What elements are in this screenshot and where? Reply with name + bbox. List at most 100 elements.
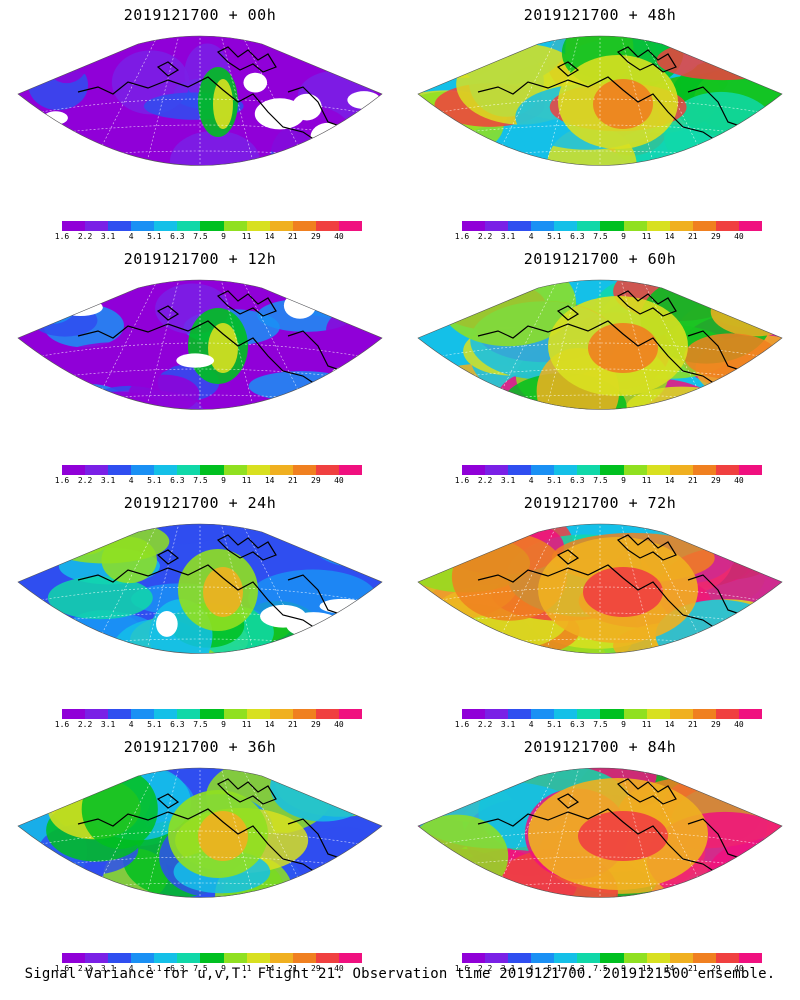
- legend-label: 5.1: [147, 232, 162, 241]
- legend-swatch: [692, 465, 716, 475]
- legend-label: 29: [311, 720, 321, 729]
- legend-label: 40: [334, 964, 344, 973]
- legend-swatch: [669, 465, 693, 475]
- legend-label: 7.5: [193, 720, 208, 729]
- legend-swatch: [200, 709, 224, 719]
- legend-swatch: [462, 465, 486, 475]
- legend-swatch: [508, 465, 532, 475]
- legend-label: 14: [664, 964, 675, 973]
- legend-label: 21: [287, 232, 298, 241]
- legend-swatch: [154, 953, 178, 963]
- panel-title: 2019121700 + 00h: [123, 6, 277, 24]
- legend-swatch: [623, 221, 647, 231]
- panel-title: 2019121700 + 84h: [523, 738, 677, 756]
- legend-swatch: [315, 465, 339, 475]
- legend-swatch: [462, 221, 486, 231]
- legend-swatch: [715, 953, 739, 963]
- legend-swatch: [223, 221, 247, 231]
- legend-label: 11: [241, 964, 252, 973]
- legend-label: 3.1: [500, 720, 516, 729]
- legend-label: 14: [264, 476, 275, 485]
- legend-swatch: [531, 221, 555, 231]
- legend-swatch: [85, 709, 109, 719]
- legend-swatch: [669, 709, 693, 719]
- legend-swatch: [108, 465, 132, 475]
- legend-label: 11: [641, 476, 652, 485]
- forecast-panel: 2019121700 + 48h 1.6 2.2 3.1 4 5.1 6.3 7.5 9 11 14…: [400, 0, 800, 241]
- variance-map: [417, 279, 783, 410]
- legend-label: 5.1: [147, 720, 162, 729]
- legend-swatch: [315, 709, 339, 719]
- legend-label: 21: [287, 476, 298, 485]
- legend-label: 9: [621, 964, 626, 973]
- legend-swatch: [485, 709, 509, 719]
- legend-swatch: [62, 709, 86, 719]
- legend-label: 21: [687, 476, 698, 485]
- legend-label: 6.3: [170, 720, 185, 729]
- legend-swatch: [554, 465, 578, 475]
- legend-swatch: [177, 953, 201, 963]
- legend-label: 7.5: [593, 476, 608, 485]
- legend-label: 14: [264, 232, 275, 241]
- legend-label: 11: [241, 476, 252, 485]
- legend-label: 29: [711, 232, 721, 241]
- color-legend: 1.6 2.2 3.1 4 5.1 6.3 7.5 9 11 14 21 29 40: [455, 465, 763, 489]
- legend-swatch: [577, 221, 601, 231]
- variance-map: [417, 767, 783, 898]
- legend-swatch: [131, 465, 155, 475]
- legend-label: 2.2: [477, 232, 493, 241]
- legend-label: 7.5: [593, 232, 608, 241]
- legend-label: 14: [264, 720, 275, 729]
- color-legend: 1.6 2.2 3.1 4 5.1 6.3 7.5 9 11 14 21 29 40: [455, 221, 763, 245]
- legend-swatch: [223, 465, 247, 475]
- legend-swatch: [108, 709, 132, 719]
- legend-label: 40: [734, 720, 744, 729]
- legend-swatch: [600, 465, 624, 475]
- legend-swatch: [462, 953, 486, 963]
- legend-swatch: [646, 221, 670, 231]
- legend-swatch: [154, 221, 178, 231]
- figure-caption: Signal Variance for u,v,T. Flight 21. Ob…: [24, 966, 776, 982]
- legend-swatch: [85, 465, 109, 475]
- panel-title: 2019121700 + 60h: [523, 250, 677, 268]
- legend-swatch: [508, 221, 532, 231]
- legend-label: 21: [687, 232, 698, 241]
- legend-label: 6.3: [570, 232, 585, 241]
- legend-label: 14: [664, 720, 675, 729]
- legend-swatch: [154, 465, 178, 475]
- legend-label: 2.2: [77, 720, 93, 729]
- legend-label: 2.2: [477, 720, 493, 729]
- legend-swatch: [577, 465, 601, 475]
- legend-label: 11: [641, 720, 652, 729]
- legend-label: 1.6: [454, 964, 470, 973]
- legend-label: 3.1: [100, 720, 116, 729]
- forecast-panel: 2019121700 + 60h 1.6 2.2 3.1 4 5.1 6.3 7.5 9 11 14…: [400, 244, 800, 485]
- legend-swatch: [554, 953, 578, 963]
- legend-swatch: [315, 953, 339, 963]
- legend-label: 29: [311, 232, 321, 241]
- legend-swatch: [292, 465, 316, 475]
- legend-label: 2.2: [77, 232, 93, 241]
- legend-swatch: [292, 221, 316, 231]
- legend-swatch: [531, 709, 555, 719]
- color-legend: 1.6 2.2 3.1 4 5.1 6.3 7.5 9 11 14 21 29 40: [455, 709, 763, 733]
- legend-swatch: [738, 953, 763, 963]
- legend-swatch: [338, 953, 363, 963]
- legend-label: 9: [621, 232, 626, 241]
- legend-label: 9: [221, 964, 226, 973]
- legend-label: 4: [128, 476, 134, 485]
- legend-swatch: [62, 221, 86, 231]
- legend-label: 4: [528, 720, 534, 729]
- color-legend: 1.6 2.2 3.1 4 5.1 6.3 7.5 9 11 14 21 29 40: [55, 953, 363, 977]
- legend-label: 1.6: [54, 232, 70, 241]
- legend-swatch: [485, 465, 509, 475]
- legend-swatch: [177, 465, 201, 475]
- legend-label: 7.5: [193, 232, 208, 241]
- legend-swatch: [338, 709, 363, 719]
- legend-swatch: [646, 465, 670, 475]
- variance-map: [417, 35, 783, 166]
- forecast-panel: 2019121700 + 72h 1.6 2.2 3.1 4 5.1 6.3 7.5 9 11 14…: [400, 488, 800, 729]
- legend-swatch: [177, 221, 201, 231]
- legend-swatch: [246, 465, 270, 475]
- legend-swatch: [85, 221, 109, 231]
